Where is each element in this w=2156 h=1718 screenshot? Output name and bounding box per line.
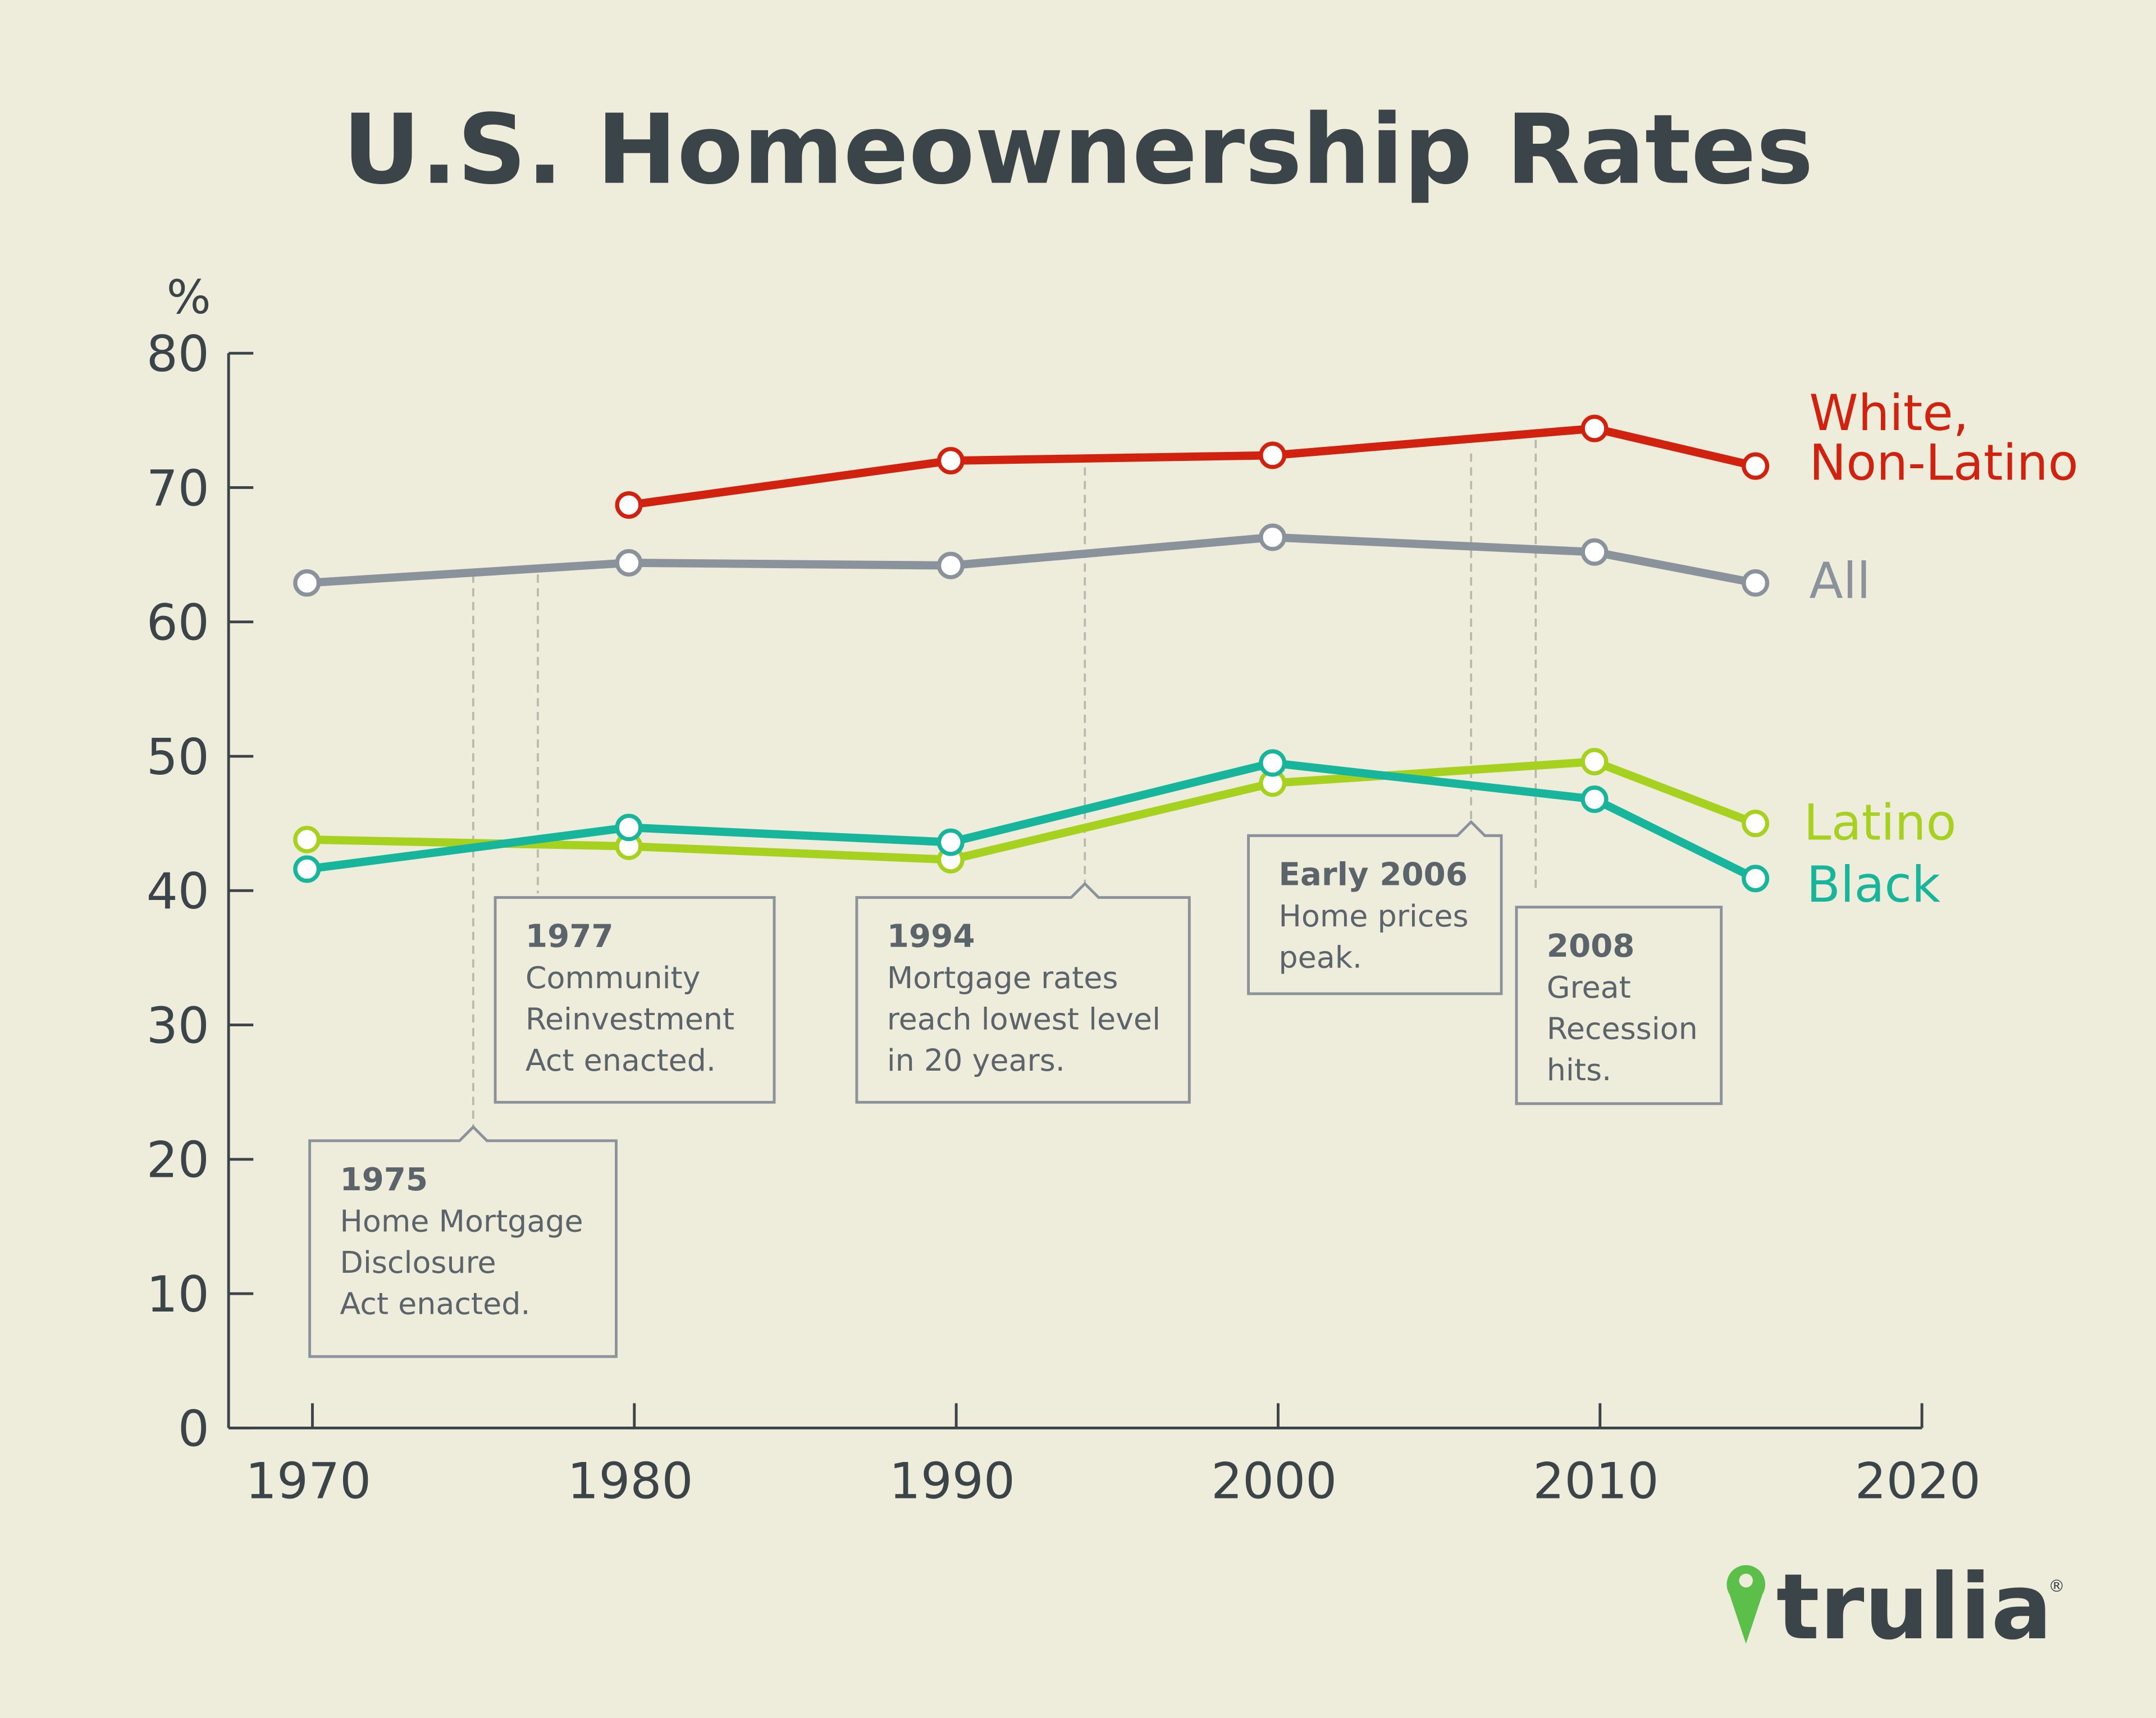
- annotation-text: Act enacted.: [340, 1286, 530, 1321]
- annotation-text: Home prices: [1278, 898, 1468, 934]
- data-point: [615, 491, 643, 519]
- data-point: [1259, 523, 1287, 551]
- y-tick-label: 0: [178, 1400, 209, 1457]
- x-tick-label: 1970: [245, 1452, 371, 1510]
- data-point: [1742, 810, 1770, 838]
- annotation-text: Act enacted.: [526, 1043, 716, 1078]
- data-point: [1742, 569, 1770, 597]
- x-tick-label: 2020: [1855, 1452, 1981, 1510]
- y-tick-label: 30: [147, 997, 209, 1054]
- y-tick-label: 10: [147, 1265, 209, 1323]
- x-tick-label: 1990: [889, 1452, 1015, 1510]
- y-tick-label: 70: [147, 459, 209, 517]
- chart-title: U.S. Homeownership Rates: [342, 94, 1814, 206]
- data-point: [937, 828, 965, 856]
- data-point: [937, 551, 965, 579]
- annotation-title: 1977: [526, 919, 614, 955]
- trulia-pin-icon: [1726, 1565, 1766, 1644]
- data-point: [615, 549, 643, 577]
- annotation-text: reach lowest level: [887, 1002, 1161, 1037]
- series-label: Non-Latino: [1809, 433, 2078, 491]
- annotation-title: 2008: [1547, 928, 1635, 965]
- data-point: [1581, 785, 1609, 814]
- series-label: Black: [1806, 856, 1940, 913]
- annotation-title: 1975: [340, 1162, 428, 1198]
- annotation-title: Early 2006: [1278, 857, 1468, 893]
- annotation-text: Reinvestment: [526, 1002, 734, 1037]
- annotation-text: in 20 years.: [887, 1043, 1065, 1078]
- data-point: [615, 814, 643, 842]
- series-line-all: [307, 533, 1757, 587]
- y-tick-label: 50: [147, 728, 209, 786]
- annotation-text: peak.: [1278, 939, 1362, 975]
- series-line-white-non-latino: [628, 424, 1757, 509]
- annotation-text: Mortgage rates: [887, 960, 1118, 995]
- series-label: White,: [1809, 384, 1968, 442]
- annotation-text: Community: [526, 960, 701, 995]
- series-label: Latino: [1804, 794, 1957, 852]
- trulia-wordmark: trulia: [1776, 1555, 2053, 1660]
- data-point: [293, 825, 321, 853]
- annotation-text: Recession: [1547, 1011, 1698, 1047]
- series-line-latino: [307, 757, 1757, 864]
- data-point: [1581, 748, 1609, 776]
- annotation-text: Disclosure: [340, 1245, 496, 1280]
- annotation-box: [494, 896, 776, 1104]
- series-label: All: [1809, 552, 1870, 610]
- y-axis-label: %: [167, 270, 211, 325]
- x-tick-label: 2000: [1211, 1452, 1337, 1510]
- annotation-text: hits.: [1547, 1052, 1611, 1088]
- annotation-box: [1247, 820, 1503, 995]
- annotation-title: 1994: [887, 919, 975, 955]
- y-tick-label: 60: [147, 594, 209, 652]
- data-point: [1581, 414, 1609, 442]
- data-point: [1259, 749, 1287, 777]
- data-point: [937, 447, 965, 475]
- registered-mark: ®: [2048, 1577, 2064, 1596]
- y-tick-label: 80: [147, 325, 209, 383]
- annotation-box: [855, 881, 1191, 1104]
- annotation-text: Great: [1547, 970, 1631, 1005]
- data-point: [1581, 538, 1609, 566]
- annotation-box: [308, 1125, 618, 1358]
- y-tick-label: 40: [147, 862, 209, 920]
- series-line-black: [306, 759, 1757, 883]
- data-point: [1742, 452, 1770, 480]
- x-tick-label: 2010: [1533, 1452, 1659, 1510]
- data-point: [293, 855, 321, 883]
- annotation-box: [1515, 906, 1723, 1105]
- data-point: [1259, 441, 1287, 469]
- annotation-text: Home Mortgage: [340, 1203, 583, 1239]
- data-point: [1742, 865, 1770, 893]
- x-tick-label: 1980: [567, 1452, 693, 1510]
- y-tick-label: 20: [147, 1131, 209, 1189]
- trulia-logo: trulia ®: [1726, 1555, 2065, 1660]
- data-point: [293, 569, 321, 597]
